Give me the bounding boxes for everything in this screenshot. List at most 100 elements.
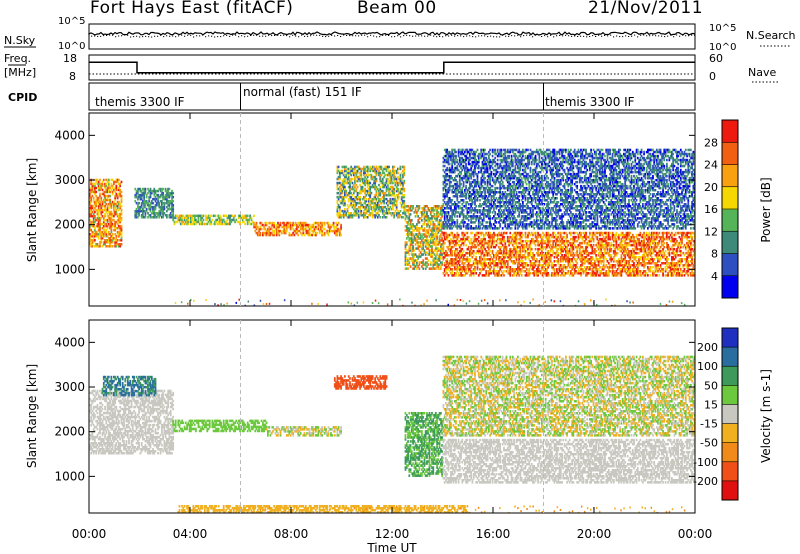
power-echo-cell [485,251,488,255]
power-echo-cell [432,207,435,210]
power-echo-cell [471,264,474,267]
power-echo-cell [638,251,640,255]
power-echo-cell [304,223,307,227]
power-echo-cell [144,216,147,219]
power-echo-cell [470,239,473,243]
power-echo-cell [601,233,604,237]
power-echo-cell [345,189,348,193]
power-echo-cell [592,251,595,255]
power-echo-cell [363,181,365,185]
power-echo-cell [457,235,460,239]
power-echo-cell [559,274,562,277]
power-echo-cell [169,214,172,217]
power-echo-cell [486,251,489,255]
power-echo-cell [116,178,119,182]
power-echo-cell [482,233,485,237]
power-echo-cell [149,193,152,197]
power-echo-cell [92,222,95,226]
power-echo-cell [440,223,442,226]
power-echo-cell [534,233,537,237]
power-echo-cell [457,274,460,277]
power-echo-cell [423,227,426,230]
power-echo-cell [575,251,577,255]
power-echo-cell [356,214,359,217]
power-echo-cell [352,189,355,193]
power-echo-cell [485,264,488,267]
power-echo-cell [409,245,412,248]
power-echo-cell [337,187,340,191]
power-echo-cell [104,206,106,210]
power-echo-cell [635,264,638,267]
power-echo-cell [434,267,437,270]
power-echo-cell [393,171,396,175]
power-echo-cell [457,233,460,237]
power-echo-cell [570,270,572,273]
power-echo-cell [106,190,109,194]
power-echo-cell [267,231,269,235]
power-echo-cell [571,254,574,257]
power-echo-cell [142,199,144,203]
power-echo-cell [548,245,551,249]
power-echo-cell [482,245,485,249]
power-echo-cell [106,206,109,210]
power-echo-cell [472,235,475,239]
power-echo-cell [388,173,390,177]
power-echo-cell [544,262,547,265]
power-echo-cell [387,185,389,189]
power-echo-cell [619,264,622,267]
power-echo-cell [474,233,476,237]
power-echo-cell [239,216,241,220]
power-echo-cell [643,256,645,259]
power-echo-cell [428,227,431,230]
power-echo-cell [671,264,673,267]
power-echo-cell [440,249,442,252]
power-echo-cell [436,209,438,212]
power-echo-cell [549,239,552,243]
power-echo-cell [524,256,527,259]
power-echo-cell [647,268,649,271]
power-echo-cell [414,233,417,236]
power-echo-cell [532,264,534,267]
power-echo-cell [458,249,461,253]
power-echo-cell [380,197,383,201]
power-echo-cell [373,175,375,179]
power-echo-cell [491,237,494,241]
power-echo-cell [109,239,111,242]
power-echo-cell [157,195,159,199]
power-echo-cell [288,231,291,235]
power-echo-cell [424,215,427,218]
power-echo-cell [328,223,331,227]
power-echo-cell [621,233,624,237]
power-echo-cell [566,258,568,261]
power-echo-cell [384,167,387,171]
power-echo-cell [387,177,389,181]
power-echo-cell [345,181,348,185]
power-echo-cell [368,205,370,209]
power-echo-cell [650,247,653,251]
power-echo-cell [361,177,364,181]
power-echo-cell [419,261,422,264]
power-echo-cell [390,214,393,217]
power-echo-cell [604,274,606,277]
power-echo-cell [625,262,628,265]
power-echo-cell [405,221,408,224]
power-echo-cell [220,222,223,226]
power-echo-cell [499,266,502,269]
power-echo-cell [578,266,581,269]
power-echo-cell [518,233,521,237]
power-echo-cell [565,237,567,241]
power-echo-cell [592,268,595,271]
power-echo-cell [137,212,139,215]
power-echo-cell [400,199,403,203]
power-echo-cell [488,233,490,237]
power-echo-cell [397,167,399,171]
power-echo-cell [517,262,519,265]
power-echo-cell [309,227,312,231]
power-echo-cell [89,194,91,198]
power-echo-cell [285,229,288,233]
power-echo-cell [294,223,297,227]
power-echo-cell [565,260,567,263]
power-echo-cell [551,245,553,249]
power-echo-cell [474,268,476,271]
power-echo-cell [268,233,271,237]
